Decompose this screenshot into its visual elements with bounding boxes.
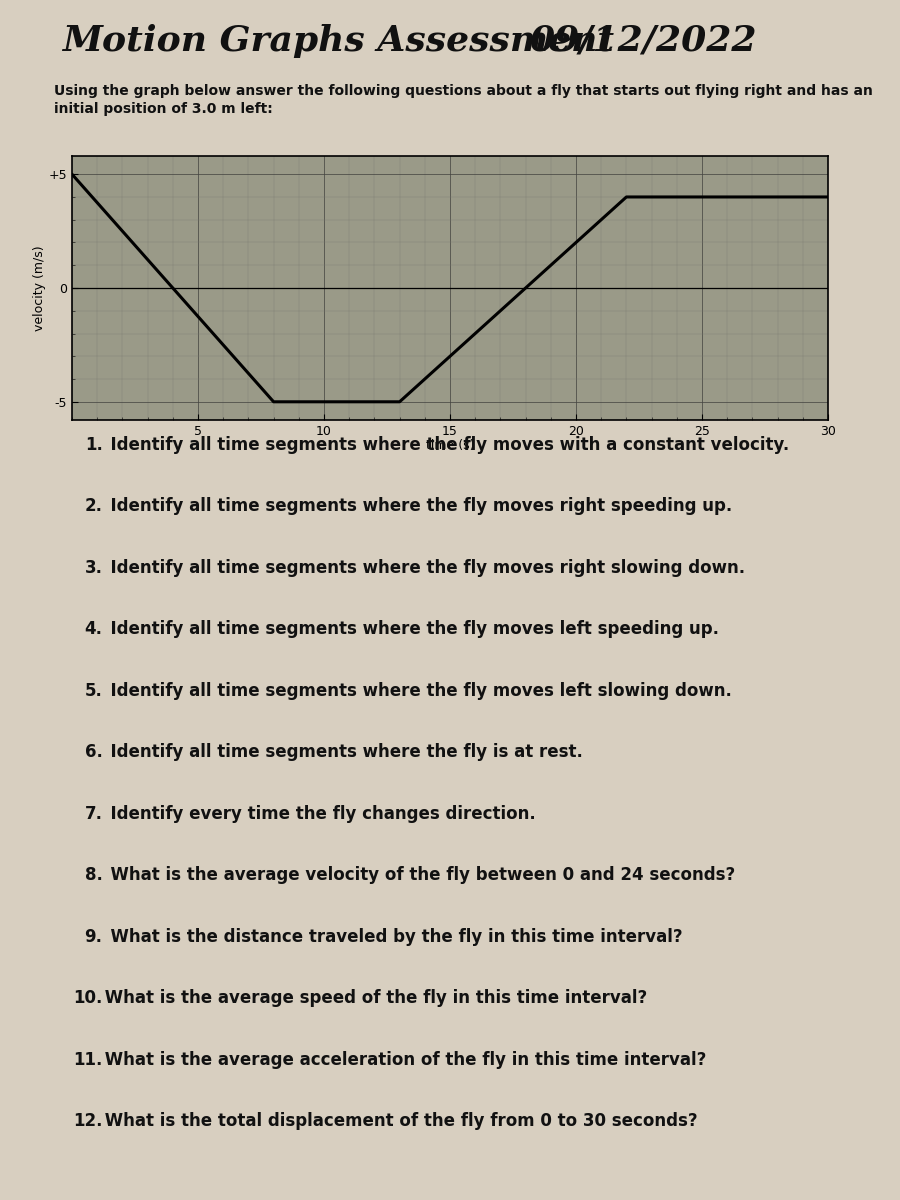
Text: 09/12/2022: 09/12/2022 (529, 24, 757, 58)
Text: Identify all time segments where the fly moves with a constant velocity.: Identify all time segments where the fly… (99, 436, 789, 454)
Text: What is the distance traveled by the fly in this time interval?: What is the distance traveled by the fly… (99, 928, 682, 946)
Text: 2.: 2. (85, 497, 103, 515)
Text: 1.: 1. (85, 436, 103, 454)
Text: Identify all time segments where the fly moves right speeding up.: Identify all time segments where the fly… (99, 497, 733, 515)
Text: Identify all time segments where the fly is at rest.: Identify all time segments where the fly… (99, 743, 583, 761)
Text: 7.: 7. (85, 804, 103, 823)
Y-axis label: velocity (m/s): velocity (m/s) (32, 245, 46, 331)
Text: 6.: 6. (85, 743, 103, 761)
Text: 12.: 12. (73, 1112, 103, 1130)
Text: What is the total displacement of the fly from 0 to 30 seconds?: What is the total displacement of the fl… (99, 1112, 698, 1130)
X-axis label: time (s): time (s) (426, 439, 474, 452)
Text: What is the average speed of the fly in this time interval?: What is the average speed of the fly in … (99, 989, 647, 1007)
Text: What is the average velocity of the fly between 0 and 24 seconds?: What is the average velocity of the fly … (99, 866, 735, 884)
Text: 3.: 3. (85, 559, 103, 577)
Text: 11.: 11. (73, 1051, 103, 1068)
Text: 5.: 5. (85, 682, 103, 700)
Text: 4.: 4. (85, 620, 103, 638)
Text: Using the graph below answer the following questions about a fly that starts out: Using the graph below answer the followi… (54, 84, 873, 116)
Text: Identify every time the fly changes direction.: Identify every time the fly changes dire… (99, 804, 536, 823)
Text: What is the average acceleration of the fly in this time interval?: What is the average acceleration of the … (99, 1051, 706, 1068)
Text: Motion Graphs Assessment: Motion Graphs Assessment (62, 24, 614, 58)
Text: 10.: 10. (73, 989, 103, 1007)
Text: 9.: 9. (85, 928, 103, 946)
Text: Identify all time segments where the fly moves right slowing down.: Identify all time segments where the fly… (99, 559, 745, 577)
Text: Identify all time segments where the fly moves left speeding up.: Identify all time segments where the fly… (99, 620, 719, 638)
Text: Identify all time segments where the fly moves left slowing down.: Identify all time segments where the fly… (99, 682, 732, 700)
Text: 8.: 8. (85, 866, 103, 884)
